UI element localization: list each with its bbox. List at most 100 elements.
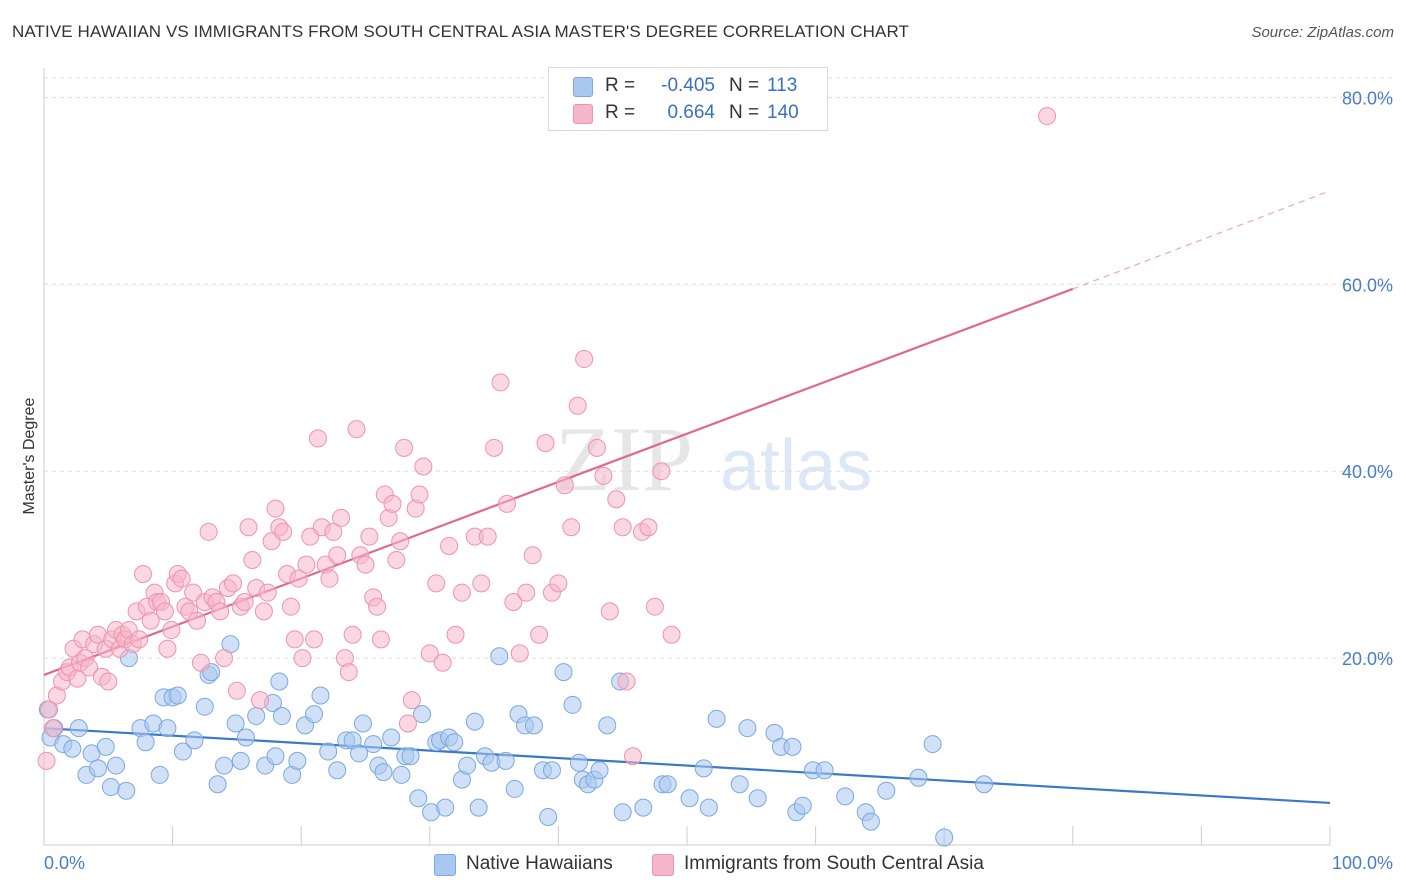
data-point — [392, 765, 411, 784]
data-point — [231, 751, 250, 770]
data-point — [575, 350, 594, 369]
data-point — [414, 457, 433, 476]
data-point — [436, 798, 455, 817]
data-point — [496, 751, 515, 770]
data-point — [387, 550, 406, 569]
data-point — [227, 681, 246, 700]
data-point — [409, 789, 428, 808]
data-point — [420, 644, 439, 663]
data-point — [308, 429, 327, 448]
data-point — [504, 593, 523, 612]
data-point — [680, 789, 699, 808]
data-point — [402, 691, 421, 710]
data-point — [239, 518, 258, 537]
data-point — [374, 763, 393, 782]
data-point — [364, 735, 383, 754]
data-point — [490, 647, 509, 666]
legend-n-value: 140 — [767, 102, 799, 123]
data-point — [398, 714, 417, 733]
data-point — [590, 761, 609, 780]
data-point — [469, 798, 488, 817]
data-point — [478, 527, 497, 546]
data-point — [554, 663, 573, 682]
data-point — [645, 597, 664, 616]
data-point — [517, 583, 536, 602]
data-point — [101, 778, 120, 797]
data-point — [199, 522, 218, 541]
data-point — [235, 593, 254, 612]
legend-n-value: 113 — [767, 75, 798, 96]
data-point — [141, 611, 160, 630]
data-point — [343, 625, 362, 644]
data-point — [445, 733, 464, 752]
data-point — [215, 756, 234, 775]
data-point — [107, 756, 126, 775]
points-south-central-asia — [37, 107, 1057, 770]
data-point — [226, 714, 245, 733]
data-point — [224, 574, 243, 593]
data-point — [168, 686, 187, 705]
source-label: Source: ZipAtlas.com — [1251, 24, 1394, 41]
data-point — [289, 569, 308, 588]
data-point — [391, 532, 410, 551]
data-point — [319, 742, 338, 761]
data-point — [539, 807, 558, 826]
data-point — [497, 494, 516, 513]
data-point — [485, 438, 504, 457]
data-point — [281, 597, 300, 616]
data-point — [162, 621, 181, 640]
data-point — [195, 697, 214, 716]
data-point — [401, 747, 420, 766]
data-point — [266, 747, 285, 766]
data-point — [465, 712, 484, 731]
y-tick-label: 20.0% — [1342, 649, 1393, 669]
data-point — [623, 747, 642, 766]
data-point — [211, 602, 230, 621]
data-point — [96, 737, 115, 756]
data-point — [935, 828, 954, 847]
data-point — [617, 672, 636, 691]
data-point — [158, 639, 177, 658]
data-point — [188, 611, 207, 630]
data-point — [505, 779, 524, 798]
data-point — [568, 396, 587, 415]
data-point — [694, 759, 713, 778]
data-point — [836, 787, 855, 806]
legend-r-label: R = — [605, 75, 636, 96]
data-point — [339, 663, 358, 682]
data-point — [350, 744, 369, 763]
data-point — [395, 438, 414, 457]
points-native-hawaiians — [38, 635, 994, 847]
data-point — [215, 649, 234, 668]
data-point — [433, 653, 452, 672]
data-point — [652, 462, 671, 481]
legend-r-value: 0.664 — [667, 102, 715, 123]
data-point — [383, 494, 402, 513]
data-point — [510, 644, 529, 663]
data-point — [311, 686, 330, 705]
data-point — [324, 522, 343, 541]
trendline-extension — [1072, 190, 1331, 290]
data-point — [247, 707, 266, 726]
data-point — [555, 476, 574, 495]
data-point — [452, 583, 471, 602]
data-point — [155, 602, 174, 621]
data-point — [320, 569, 339, 588]
data-point — [909, 768, 928, 787]
data-point — [562, 518, 581, 537]
data-point — [305, 705, 324, 724]
data-point — [356, 555, 375, 574]
data-point — [472, 574, 491, 593]
data-point — [662, 625, 681, 644]
legend-n-label: N = — [729, 102, 760, 123]
x-tick-label: 100.0% — [1332, 853, 1393, 873]
data-point — [607, 490, 626, 509]
data-point — [815, 761, 834, 780]
data-point — [266, 499, 285, 518]
y-axis-label: Master's Degree — [21, 397, 38, 514]
data-point — [707, 709, 726, 728]
data-point — [748, 789, 767, 808]
data-point — [270, 672, 289, 691]
data-point — [427, 574, 446, 593]
